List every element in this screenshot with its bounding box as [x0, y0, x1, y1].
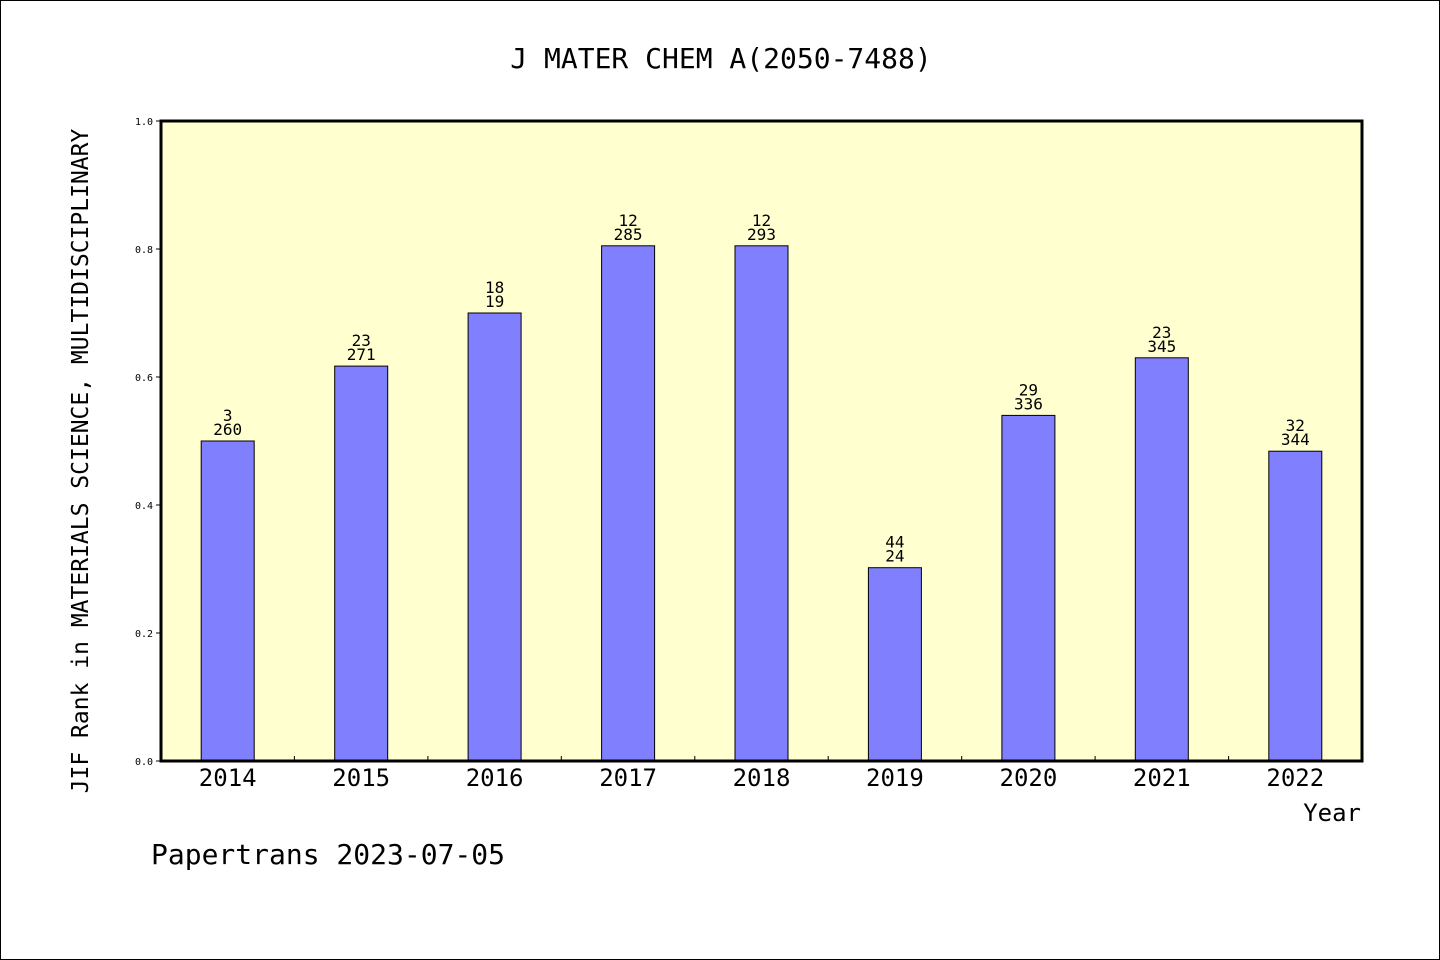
x-axis: 2014 2015 2016 2017 2018 2019 2020 2021 2022: [199, 756, 1324, 792]
x-tick-label-2020: 2020: [1000, 764, 1058, 792]
x-tick-label-2014: 2014: [199, 764, 257, 792]
y-tick-label-0-8: 0.8: [135, 245, 153, 256]
data-label-top-2022: 32: [1286, 416, 1305, 435]
data-label-bottom-2016: 19: [485, 292, 504, 311]
bar-2021: [1134, 357, 1189, 762]
data-label-top-2019: 44: [885, 533, 904, 552]
y-tick-label-0-4: 0.4: [135, 501, 153, 512]
data-label-bottom-2018: 293: [747, 225, 776, 244]
data-label-top-2020: 29: [1019, 380, 1038, 399]
y-tick-label-1-0: 1.0: [135, 117, 153, 128]
data-label-top-2015: 23: [352, 331, 371, 350]
data-label-top-2021: 23: [1152, 323, 1171, 342]
data-label-bottom-2015: 271: [347, 345, 376, 364]
y-tick-label-0-0: 0.0: [135, 757, 153, 768]
x-tick-label-2016: 2016: [466, 764, 524, 792]
bar-2015: [334, 365, 389, 762]
x-axis-label: Year: [1303, 799, 1361, 827]
data-label-bottom-2020: 336: [1014, 394, 1043, 413]
data-label-bottom-2017: 285: [614, 225, 643, 244]
y-tick-label-0-6: 0.6: [135, 373, 153, 384]
bars-group: [200, 245, 1323, 762]
plot-border: [159, 119, 1364, 763]
data-label-top-2014: 3: [223, 406, 233, 425]
y-tick-label-0-2: 0.2: [135, 629, 153, 640]
bar-2017: [601, 245, 656, 762]
bar-2016: [467, 312, 522, 762]
data-labels: 3260232711819122851229344242933623345323…: [213, 211, 1310, 566]
bar-2019: [867, 567, 922, 762]
data-label-top-2018: 12: [752, 211, 771, 230]
footer-credit: Papertrans 2023-07-05: [151, 838, 505, 871]
x-tick-label-2022: 2022: [1266, 764, 1324, 792]
x-tick-label-2018: 2018: [733, 764, 791, 792]
bar-2014: [200, 440, 255, 762]
data-label-bottom-2021: 345: [1147, 337, 1176, 356]
data-label-bottom-2014: 260: [213, 420, 242, 439]
bar-2018: [734, 245, 789, 762]
data-label-top-2017: 12: [618, 211, 637, 230]
data-label-bottom-2022: 344: [1281, 430, 1310, 449]
x-tick-label-2019: 2019: [866, 764, 924, 792]
y-axis-label: JIF Rank in MATERIALS SCIENCE, MULTIDISC…: [68, 129, 94, 794]
bar-2022: [1268, 450, 1323, 762]
data-label-top-2016: 18: [485, 278, 504, 297]
y-axis: 0.0 0.2 0.4 0.6 0.8 1.0: [135, 117, 161, 768]
x-tick-label-2015: 2015: [332, 764, 390, 792]
data-label-bottom-2019: 24: [885, 547, 904, 566]
chart-title: J MATER CHEM A(2050-7488): [510, 42, 931, 75]
bar-2020: [1001, 414, 1056, 762]
x-tick-label-2017: 2017: [599, 764, 657, 792]
x-tick-label-2021: 2021: [1133, 764, 1191, 792]
